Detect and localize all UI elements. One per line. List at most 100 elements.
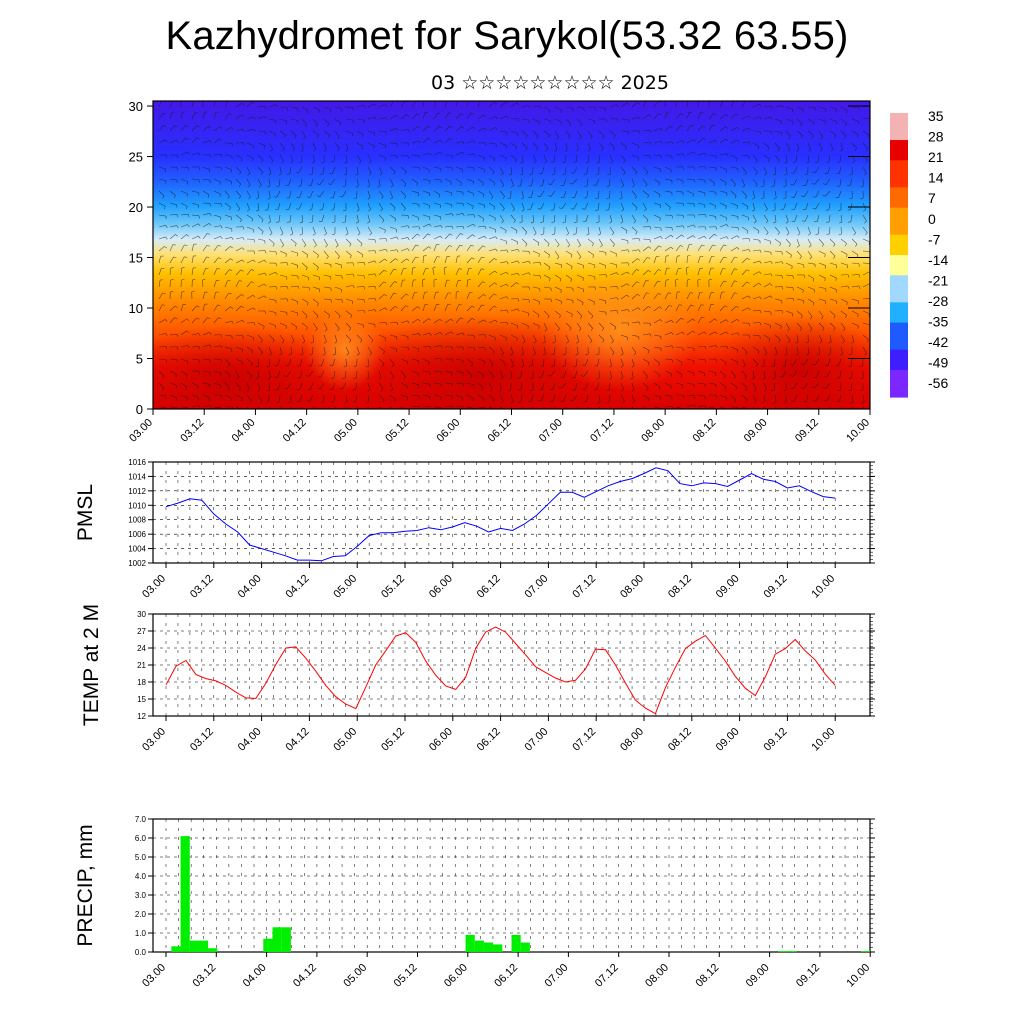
wind-barb (752, 309, 760, 312)
wind-barb (807, 142, 811, 150)
wind-barb (323, 286, 331, 289)
wind-barb-flag (175, 373, 177, 377)
wind-barb (158, 406, 166, 408)
wind-barb (499, 382, 502, 390)
wind-barb (455, 394, 463, 398)
wind-barb-flag (844, 135, 847, 139)
colorbar-segment (890, 309, 908, 317)
wind-barb (620, 178, 624, 186)
wind-barb-flag (220, 167, 223, 171)
wind-barb (411, 382, 419, 386)
wind-barb (862, 271, 870, 276)
wind-barb (510, 308, 518, 312)
wind-barb-flag (185, 386, 188, 390)
wind-barb-flag (484, 319, 487, 323)
wind-barb-flag (792, 287, 794, 291)
wind-barb (752, 116, 760, 120)
wind-barb (563, 394, 567, 402)
wind-barb (422, 152, 430, 156)
wind-barb-flag (596, 161, 600, 164)
wind-barb-flag (801, 135, 803, 139)
wind-barb (697, 244, 702, 252)
wind-barb-flag (202, 278, 206, 281)
x-tick-label: 05.00 (332, 417, 360, 445)
x-tick-label: 04.00 (230, 417, 258, 445)
wind-barb-flag (230, 398, 232, 402)
wind-barb (202, 245, 208, 252)
wind-barb (499, 346, 504, 354)
wind-barb-flag (275, 104, 278, 108)
wind-barb-flag (305, 315, 308, 319)
y-tick-label: 1008 (128, 516, 146, 525)
wind-barb (510, 394, 514, 402)
wind-barb-flag (858, 274, 861, 278)
wind-barb-flag (439, 318, 443, 322)
wind-barb (631, 370, 634, 378)
wind-barb-flag (481, 256, 485, 259)
wind-barb-flag (633, 220, 636, 224)
wind-barb (367, 154, 372, 162)
wind-barb (499, 334, 507, 338)
wind-barb (686, 318, 693, 324)
wind-barb (642, 382, 649, 388)
wind-barb (488, 293, 495, 300)
wind-barb-flag (734, 195, 737, 199)
wind-barb (708, 331, 716, 336)
wind-barb (631, 154, 639, 158)
wind-barb (191, 152, 199, 156)
wind-barb (323, 262, 331, 265)
wind-barb (158, 394, 166, 397)
wind-barb (631, 406, 635, 409)
wind-barb (466, 234, 473, 240)
wind-barb-flag (393, 207, 396, 211)
wind-barb-flag (264, 250, 267, 254)
wind-barb-flag (637, 307, 641, 310)
wind-barb (719, 244, 724, 252)
wind-barb (719, 153, 727, 156)
wind-barb (543, 406, 545, 409)
wind-barb (609, 370, 613, 378)
wind-barb (444, 112, 449, 120)
wind-barb-flag (620, 353, 624, 356)
wind-barb-flag (681, 234, 685, 237)
wind-barb-flag (448, 292, 452, 294)
wind-barb (356, 262, 364, 264)
wind-barb-flag (679, 304, 683, 306)
wind-barb (378, 258, 385, 264)
wind-barb-flag (310, 341, 314, 344)
wind-barb-flag (833, 315, 836, 319)
wind-barb (400, 178, 407, 185)
wind-barb (741, 214, 749, 218)
y-tick-label: 5 (136, 352, 143, 367)
wind-barb (367, 226, 372, 234)
wind-barb (180, 291, 182, 300)
wind-barb (257, 250, 266, 252)
wind-barb-flag (433, 278, 437, 281)
wind-barb (312, 250, 319, 256)
wind-barb-flag (713, 183, 715, 187)
wind-barb-flag (827, 414, 830, 415)
wind-barb (741, 269, 747, 276)
wind-barb (332, 382, 336, 390)
wind-barb (312, 226, 316, 234)
wind-barb-flag (314, 244, 317, 248)
wind-barb (826, 370, 831, 378)
wind-barb-flag (440, 139, 443, 143)
wind-barb (400, 258, 407, 264)
wind-barb-flag (264, 272, 267, 276)
wind-barb-flag (838, 209, 842, 212)
wind-barb-flag (429, 346, 432, 350)
wind-barb-flag (260, 340, 263, 344)
wind-barb (389, 128, 397, 132)
wind-barb (862, 334, 869, 340)
wind-barb (279, 106, 287, 108)
wind-barb-flag (482, 375, 484, 379)
wind-barb-flag (358, 160, 362, 164)
wind-barb (330, 178, 336, 185)
wind-barb-flag (174, 317, 178, 320)
wind-barb (532, 166, 534, 175)
wind-barb-flag (462, 141, 465, 145)
wind-barb (675, 346, 683, 349)
wind-barb (609, 382, 611, 391)
